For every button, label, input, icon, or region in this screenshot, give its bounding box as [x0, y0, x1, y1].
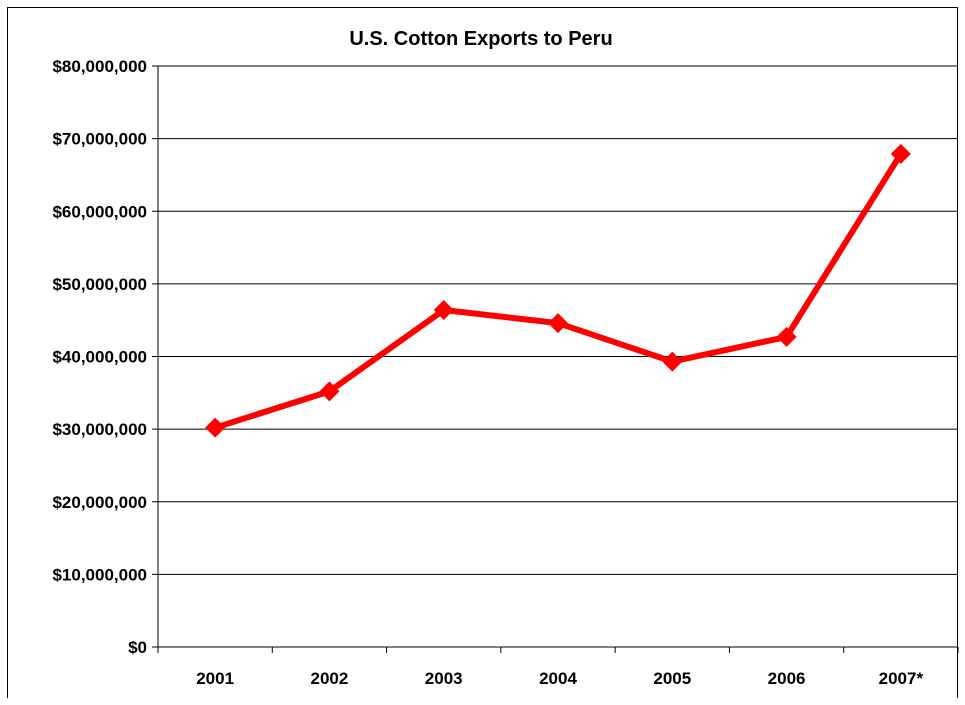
- data-point-marker: [776, 326, 797, 347]
- y-tick-label: $30,000,000: [52, 420, 147, 439]
- x-tick-label: 2004: [539, 669, 577, 688]
- y-tick-label: $10,000,000: [52, 565, 147, 584]
- y-tick-label: $80,000,000: [52, 57, 147, 76]
- data-point-marker: [890, 143, 911, 164]
- y-tick-label: $0: [128, 638, 147, 657]
- gridlines: [158, 65, 958, 575]
- x-tick-label: 2003: [425, 669, 463, 688]
- y-tick-label: $40,000,000: [52, 348, 147, 367]
- x-tick-label: 2007*: [879, 669, 924, 688]
- y-tick-label: $60,000,000: [52, 202, 147, 221]
- x-tick-label: 2006: [768, 669, 806, 688]
- x-tick-label: 2001: [196, 669, 234, 688]
- x-axis-ticks: 2001 2002 2003 2004 2005 2006 2007*: [157, 647, 959, 688]
- x-tick-label: 2005: [653, 669, 691, 688]
- chart-frame: [7, 7, 958, 698]
- data-point-marker: [548, 313, 568, 334]
- data-series: [205, 143, 911, 438]
- chart-title: U.S. Cotton Exports to Peru: [349, 28, 612, 50]
- y-tick-label: $20,000,000: [52, 493, 147, 512]
- data-point-marker: [205, 417, 226, 438]
- y-axis-ticks: $0 $10,000,000 $20,000,000 $30,000,000 $40,0…: [52, 57, 158, 657]
- y-tick-label: $50,000,000: [52, 275, 147, 294]
- x-tick-label: 2002: [311, 669, 349, 688]
- y-tick-label: $70,000,000: [52, 130, 147, 149]
- data-point-marker: [662, 351, 683, 372]
- data-point-marker: [319, 381, 340, 402]
- data-point-marker: [433, 300, 454, 321]
- series-line: [214, 152, 904, 431]
